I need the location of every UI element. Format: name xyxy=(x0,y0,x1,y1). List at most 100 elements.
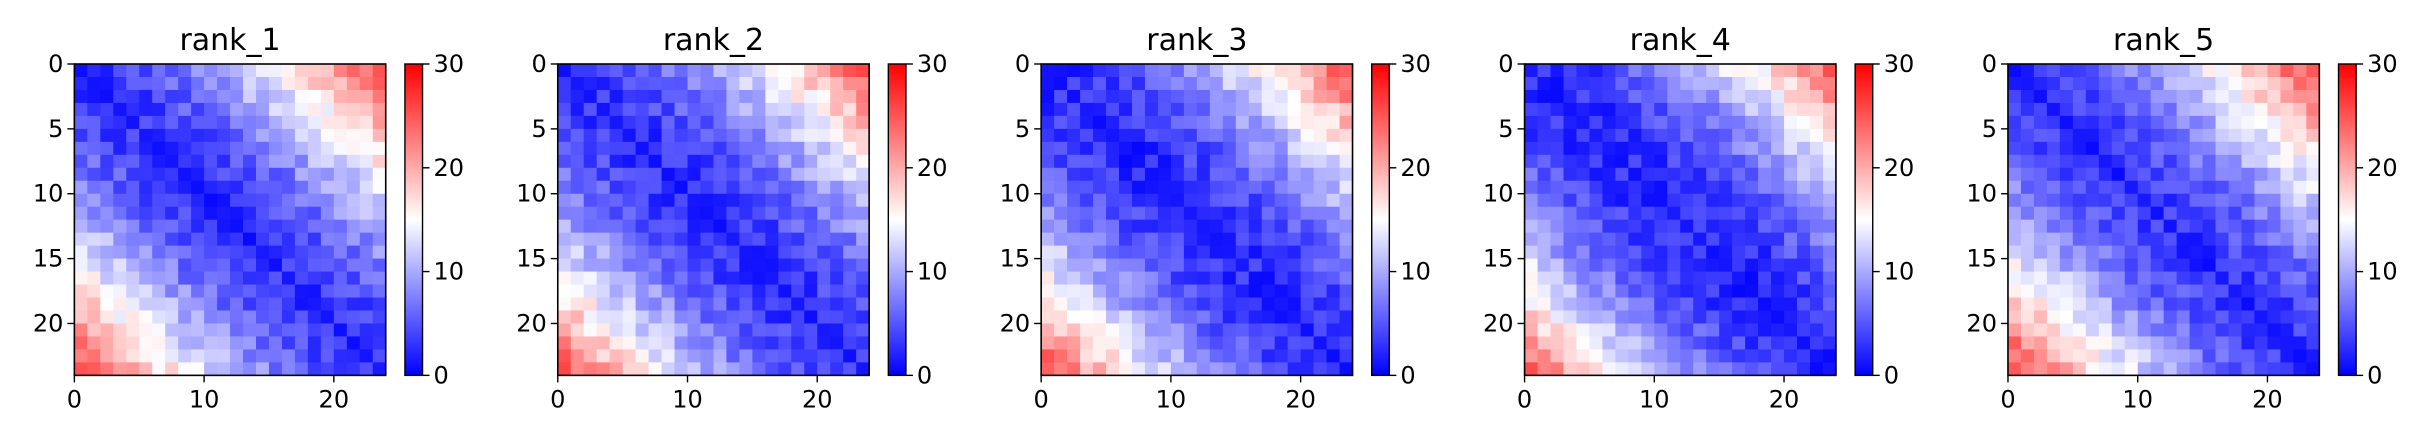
heatmap-cell xyxy=(2137,206,2152,221)
heatmap-cell xyxy=(1706,245,1720,260)
heatmap-cell xyxy=(1131,180,1146,195)
heatmap-cell xyxy=(333,258,348,273)
heatmap-cell xyxy=(126,323,140,338)
heatmap-cell xyxy=(1041,284,1055,299)
heatmap-cell xyxy=(2280,271,2294,286)
colorbar-tick-label: 30 xyxy=(434,50,465,78)
heatmap-cell xyxy=(778,167,792,182)
heatmap-cell xyxy=(1093,258,1107,273)
heatmap-cell xyxy=(1576,232,1591,247)
heatmap-cell xyxy=(1576,102,1591,117)
heatmap-cell xyxy=(2059,64,2074,78)
heatmap-cell xyxy=(243,284,257,299)
heatmap-cell xyxy=(359,89,374,104)
heatmap-cell xyxy=(817,219,831,234)
heatmap-cell xyxy=(1615,128,1629,143)
heatmap-cell xyxy=(1144,154,1159,169)
heatmap-cell xyxy=(1550,141,1565,156)
heatmap-cell xyxy=(1615,167,1629,182)
heatmap-cell xyxy=(281,76,296,91)
heatmap-cell xyxy=(765,310,779,325)
heatmap-cell xyxy=(1615,297,1629,312)
heatmap-cell xyxy=(1041,362,1055,376)
y-tick-label: 15 xyxy=(516,245,547,273)
heatmap-cell xyxy=(320,76,335,91)
heatmap-cell xyxy=(1131,206,1146,221)
heatmap-cell xyxy=(2163,310,2178,325)
heatmap-cell xyxy=(1628,245,1642,260)
heatmap-cell xyxy=(2228,64,2243,78)
heatmap-cell xyxy=(1758,206,1772,221)
heatmap-cell xyxy=(1041,128,1055,143)
heatmap-cell xyxy=(74,245,88,260)
y-tick-label: 0 xyxy=(1982,50,1997,78)
heatmap-cell xyxy=(2137,362,2152,376)
heatmap-cell xyxy=(2176,128,2191,143)
heatmap-cell xyxy=(596,336,611,351)
heatmap-cell xyxy=(1144,284,1159,299)
heatmap-cell xyxy=(1537,76,1552,91)
heatmap-cell xyxy=(1235,336,1250,351)
heatmap-cell xyxy=(204,76,218,91)
heatmap-cell xyxy=(2202,297,2217,312)
heatmap-cell xyxy=(648,115,663,130)
heatmap-cell xyxy=(2085,297,2100,312)
heatmap-cell xyxy=(1706,271,1720,286)
heatmap-cell xyxy=(2033,271,2048,286)
heatmap-cell xyxy=(1054,245,1068,260)
colorbar-tick-label: 10 xyxy=(1400,258,1431,286)
heatmap-cell xyxy=(139,115,153,130)
heatmap-cell xyxy=(333,102,348,117)
heatmap-cell xyxy=(1693,193,1707,208)
heatmap-cell xyxy=(2306,284,2320,299)
heatmap-cell xyxy=(256,76,270,91)
heatmap-cell xyxy=(1563,245,1578,260)
heatmap-cell xyxy=(333,89,348,104)
heatmap-cell xyxy=(2189,167,2204,182)
heatmap-cell xyxy=(804,180,818,195)
heatmap-cell xyxy=(2241,245,2256,260)
heatmap-cell xyxy=(1680,258,1694,273)
heatmap-cell xyxy=(2098,128,2113,143)
heatmap-cell xyxy=(1093,362,1107,376)
heatmap-cell xyxy=(1589,297,1604,312)
heatmap-cell xyxy=(1615,310,1629,325)
heatmap-cell xyxy=(2046,89,2061,104)
heatmap-cell xyxy=(622,323,637,338)
heatmap-cell xyxy=(2137,76,2152,91)
heatmap-cell xyxy=(1589,167,1604,182)
heatmap-cell xyxy=(1615,193,1629,208)
heatmap-cell xyxy=(2085,141,2100,156)
heatmap-cell xyxy=(2111,271,2126,286)
heatmap-cell xyxy=(739,323,753,338)
heatmap-cell xyxy=(1628,232,1642,247)
heatmap-cell xyxy=(1822,336,1837,351)
heatmap-cell xyxy=(609,64,624,78)
colorbar-tick-label: 10 xyxy=(1884,258,1915,286)
heatmap-cell xyxy=(1209,102,1224,117)
heatmap-cell xyxy=(1274,349,1289,363)
heatmap-cell xyxy=(1170,284,1185,299)
heatmap-cell xyxy=(2085,102,2100,117)
heatmap-cell xyxy=(1667,115,1681,130)
heatmap-cell xyxy=(139,76,153,91)
heatmap-cell xyxy=(1641,271,1655,286)
heatmap-cell xyxy=(1209,232,1224,247)
heatmap-cell xyxy=(1706,336,1720,351)
heatmap-cell xyxy=(1196,297,1211,312)
heatmap-cell xyxy=(1313,349,1328,363)
heatmap-cell xyxy=(1745,336,1759,351)
heatmap-cell xyxy=(1537,141,1552,156)
heatmap-cell xyxy=(1732,258,1746,273)
heatmap-cell xyxy=(2059,141,2074,156)
heatmap-cell xyxy=(2306,245,2320,260)
heatmap-cell xyxy=(243,141,257,156)
heatmap-cell xyxy=(100,245,114,260)
heatmap-cell xyxy=(1589,180,1604,195)
heatmap-cell xyxy=(583,206,598,221)
heatmap-cell xyxy=(1771,76,1785,91)
heatmap-cell xyxy=(100,336,114,351)
heatmap-cell xyxy=(2176,206,2191,221)
heatmap-cell xyxy=(1693,76,1707,91)
heatmap-cell xyxy=(739,362,753,376)
